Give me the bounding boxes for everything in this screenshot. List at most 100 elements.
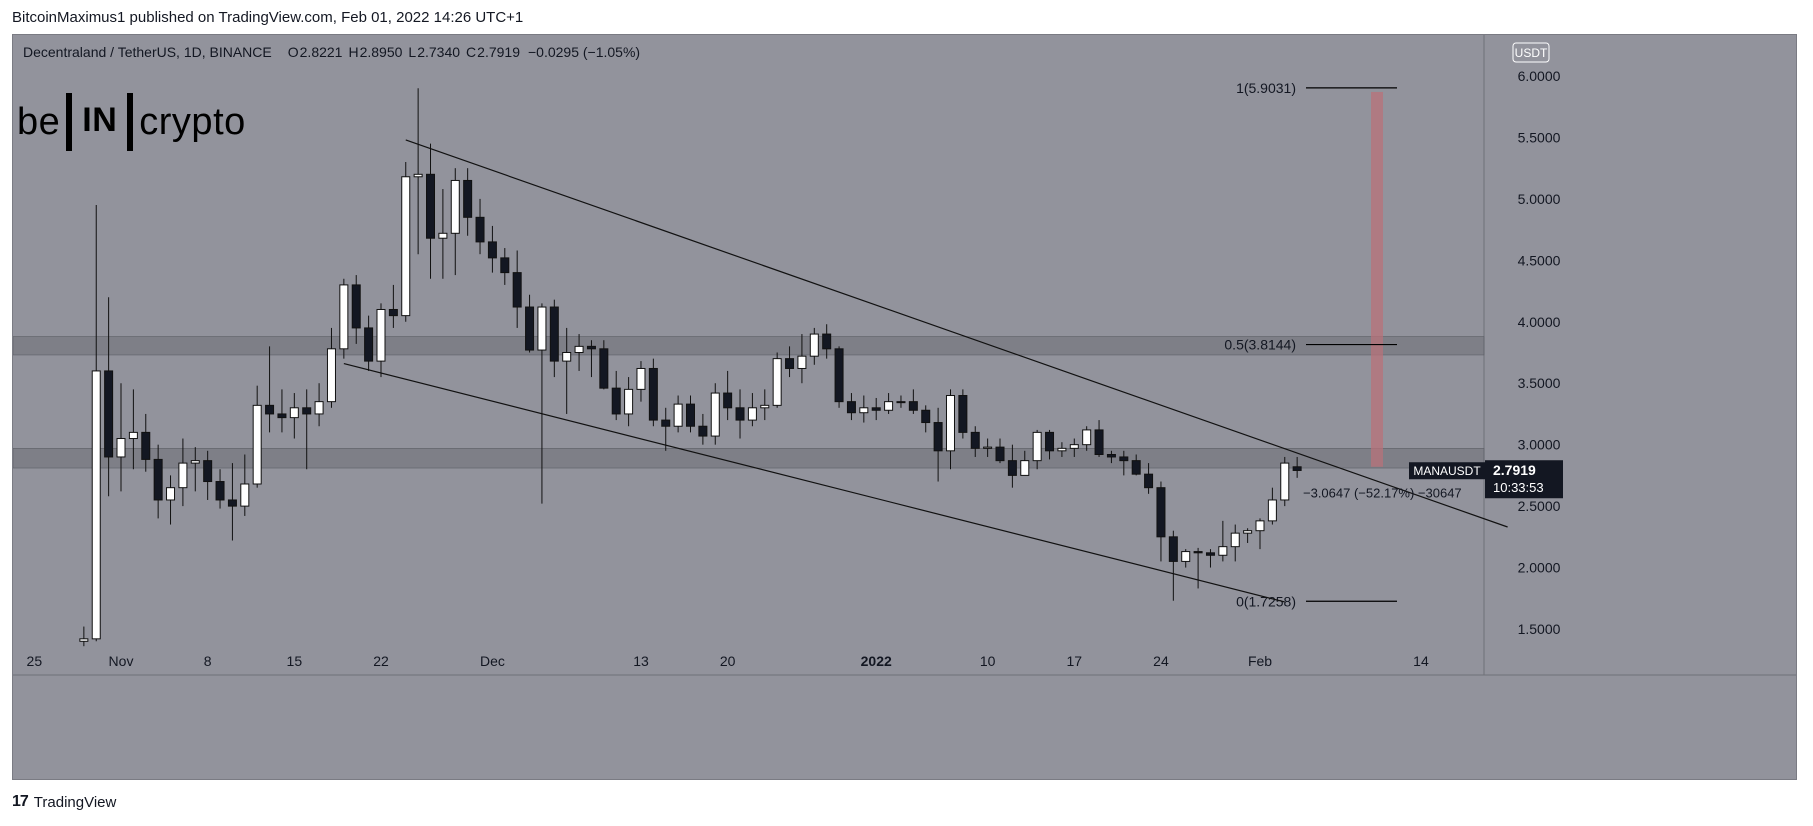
candle-body-87 [1156,487,1166,538]
candle-body-90 [1193,551,1203,554]
time-tick-11: 24 [1153,653,1169,669]
candle-body-7 [166,487,176,501]
fib-level-label-2: 0(1.7258) [1236,593,1296,609]
candle-body-83 [1106,453,1116,458]
candle-body-46 [648,367,658,421]
candle-body-78 [1045,431,1055,452]
candle-body-13 [240,483,250,507]
time-tick-10: 17 [1067,653,1083,669]
candle-body-51 [710,392,720,437]
candle-body-92 [1218,546,1228,556]
candle-body-76 [1020,460,1030,476]
candle-body-44 [624,388,634,415]
candle-body-28 [426,173,436,239]
candle-body-26 [401,176,411,317]
time-tick-12: Feb [1248,653,1272,669]
candle-body-80 [1069,444,1079,449]
candle-body-56 [772,358,782,406]
measure-label: −3.0647 (−52.17%) −30647 [1303,486,1462,501]
candle-body-42 [599,348,609,389]
candle-body-27 [413,173,423,178]
currency-button[interactable] [1512,42,1550,63]
price-tick-4: 3.5000 [1518,375,1561,391]
price-tick-8: 5.5000 [1518,129,1561,145]
candle-body-85 [1131,460,1141,475]
candle-body-41 [586,345,596,350]
horizontal-zone-1 [13,448,1485,469]
candle-body-95 [1255,520,1265,532]
candle-body-40 [574,345,584,354]
candle-body-67 [908,401,918,411]
candle-body-18 [302,407,312,415]
candle-body-45 [636,367,646,390]
candle-body-62 [846,401,856,414]
close-value: 2.7919 [477,44,520,60]
candle-body-93 [1230,532,1240,548]
candle-body-57 [785,358,795,369]
candle-body-16 [277,413,287,419]
candle-body-6 [153,458,163,501]
candle-body-39 [562,352,572,362]
chart-frame[interactable]: 1(5.9031) 0.5(3.8144) 0(1.7258) −3.0647 (−5… [12,34,1797,780]
candle-body-52 [723,392,733,409]
candle-body-55 [760,404,770,409]
time-tick-7: 20 [720,653,736,669]
candle-body-30 [450,179,460,234]
candle-body-71 [958,395,968,433]
candle-body-53 [735,407,745,421]
candle-body-79 [1057,447,1067,452]
candlestick-chart[interactable]: 1(5.9031) 0.5(3.8144) 0(1.7258) −3.0647 (−5… [13,35,1797,780]
candle-body-38 [549,306,559,362]
price-tick-9: 6.0000 [1518,68,1561,84]
tradingview-brand-text: TradingView [33,793,117,811]
candle-body-20 [326,348,336,403]
trendline-descending-resistance [405,139,1508,528]
bar-countdown: 10:33:53 [1493,480,1544,495]
candle-body-48 [673,403,683,427]
candle-body-25 [388,308,398,317]
candle-body-32 [475,216,485,243]
price-tick-1: 2.0000 [1518,560,1561,576]
symbol-name: Decentraland / TetherUS, 1D, BINANCE [23,44,272,60]
change-value: −0.0295 (−1.05%) [528,44,641,60]
time-tick-5: Dec [480,653,505,669]
currency-button-label: USDT [1515,46,1548,60]
candle-body-84 [1119,456,1129,462]
time-tick-0: 25 [27,653,43,669]
candle-body-98 [1292,466,1302,471]
candle-body-34 [500,257,510,274]
tradingview-footer[interactable]: 17 TradingView [12,793,116,811]
candle-body-60 [822,333,832,350]
candle-body-23 [364,327,374,362]
candle-body-70 [945,395,955,452]
candle-body-3 [116,438,126,458]
candle-body-72 [970,431,980,449]
open-key: O [287,44,299,60]
candle-body-50 [698,425,708,437]
candle-body-49 [686,403,695,427]
high-key: H [348,44,359,60]
candle-body-2 [104,370,114,458]
candle-body-63 [859,407,869,414]
candle-body-88 [1168,536,1178,562]
price-tick-0: 1.5000 [1518,621,1561,637]
candle-body-91 [1205,552,1215,556]
candle-body-61 [834,348,844,403]
candle-body-47 [661,419,671,427]
logo-text-in: IN [66,93,134,151]
candle-body-37 [537,306,547,351]
fib-level-label-0: 1(5.9031) [1236,80,1296,96]
candle-body-9 [190,460,200,464]
fib-level-label-1: 0.5(3.8144) [1224,337,1296,353]
candle-body-36 [525,306,535,351]
candle-body-24 [376,308,386,362]
candle-body-96 [1267,499,1277,522]
price-axis-bg [1484,35,1796,779]
candle-body-64 [871,407,881,411]
price-tick-6: 4.5000 [1518,252,1561,268]
open-value: 2.8221 [299,44,343,60]
candle-body-5 [141,431,151,460]
candle-body-19 [314,401,324,415]
low-value: 2.7340 [417,44,461,60]
candle-body-74 [995,446,1005,462]
